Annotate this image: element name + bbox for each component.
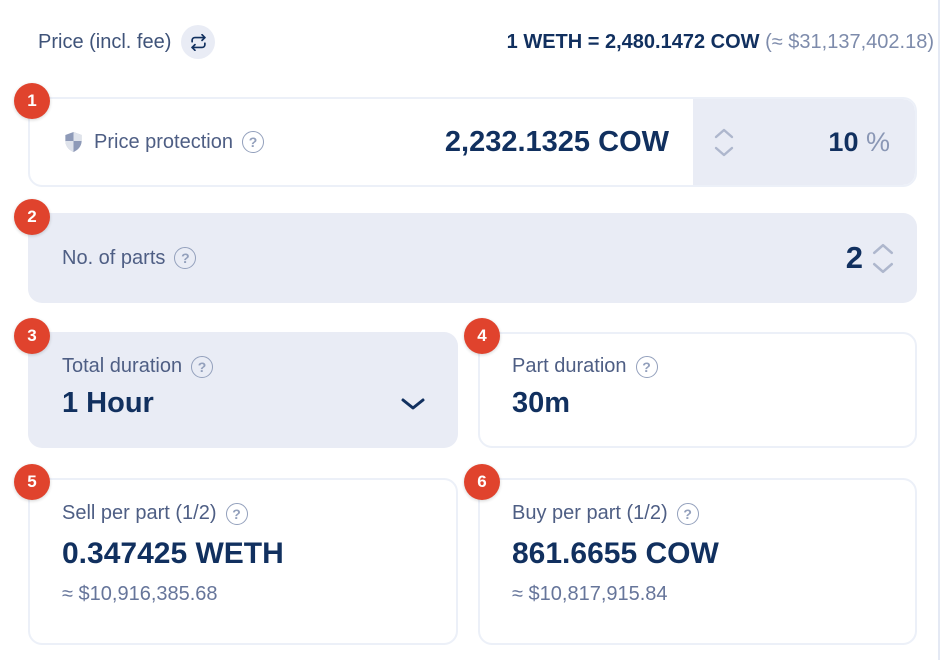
percent-number: 10: [828, 126, 859, 157]
percent-stepper-down-button[interactable]: [713, 146, 735, 157]
part-duration-value: 30m: [512, 387, 571, 419]
num-parts-help-icon[interactable]: ?: [174, 247, 197, 269]
swap-price-direction-button[interactable]: [181, 25, 216, 59]
step-badge-3: 3: [14, 318, 50, 354]
total-duration-value: 1 Hour: [62, 387, 154, 419]
buy-per-part-label: Buy per part (1/2): [512, 502, 668, 524]
price-row: Price (incl. fee) 1 WETH = 2,480.1472 CO…: [38, 23, 934, 61]
price-label: Price (incl. fee): [38, 30, 172, 53]
step-badge-6: 6: [464, 464, 500, 500]
part-duration-help-icon[interactable]: ?: [635, 355, 658, 378]
price-value: 1 WETH = 2,480.1472 COW: [506, 30, 760, 53]
part-duration-label: Part duration: [512, 355, 627, 377]
chevron-up-icon: [713, 128, 735, 139]
chevron-down-icon: [713, 146, 735, 157]
num-parts-card: No. of parts ? 2: [28, 213, 917, 303]
swap-arrows-icon: [190, 33, 207, 51]
panel-right-border: [938, 0, 940, 660]
sell-per-part-label-group: Sell per part (1/2) ?: [62, 502, 430, 525]
percent-stepper-section: 10 %: [693, 99, 915, 185]
step-badge-4: 4: [464, 318, 500, 354]
total-duration-value-row: 1 Hour: [62, 387, 426, 420]
total-duration-help-icon[interactable]: ?: [191, 355, 214, 378]
num-parts-value-input[interactable]: 2: [845, 240, 863, 275]
sell-per-part-card: Sell per part (1/2) ? 0.347425 WETH ≈ $1…: [28, 478, 458, 645]
chevron-down-icon: [871, 262, 895, 274]
shield-icon: [62, 129, 85, 155]
buy-per-part-help-icon[interactable]: ?: [676, 502, 699, 525]
buy-per-part-label-group: Buy per part (1/2) ?: [512, 502, 889, 525]
buy-per-part-value: 861.6655 COW: [512, 537, 719, 570]
num-parts-stepper-down-button[interactable]: [871, 262, 895, 274]
price-protection-help-icon[interactable]: ?: [241, 131, 264, 153]
percent-value-input[interactable]: 10 %: [735, 127, 890, 158]
step-badge-1: 1: [14, 83, 50, 119]
price-protection-label-group: Price protection ?: [30, 99, 264, 185]
part-duration-value-row: 30m: [512, 387, 885, 420]
sell-per-part-help-icon[interactable]: ?: [225, 502, 248, 525]
price-protection-card: Price protection ? 2,232.1325 COW 10: [28, 97, 917, 187]
num-parts-control: 2: [846, 240, 895, 276]
num-parts-stepper: [871, 243, 895, 274]
sell-per-part-value: 0.347425 WETH: [62, 537, 284, 570]
total-duration-card[interactable]: Total duration ? 1 Hour: [28, 332, 458, 448]
dropdown-chevron-icon: [400, 397, 426, 411]
chevron-up-icon: [871, 243, 895, 255]
price-protection-value-input[interactable]: 2,232.1325 COW: [444, 125, 669, 158]
total-duration-label: Total duration: [62, 355, 183, 377]
part-duration-label-group: Part duration ?: [512, 355, 885, 378]
buy-per-part-card: Buy per part (1/2) ? 861.6655 COW ≈ $10,…: [478, 478, 917, 645]
price-row-left: Price (incl. fee): [38, 25, 216, 59]
step-badge-5: 5: [14, 464, 50, 500]
num-parts-stepper-up-button[interactable]: [871, 243, 895, 255]
price-protection-label: Price protection: [94, 130, 233, 153]
price-fiat-value: (≈ $31,137,402.18): [765, 30, 934, 53]
num-parts-label: No. of parts: [62, 246, 166, 269]
num-parts-label-group: No. of parts ?: [62, 246, 197, 270]
percent-symbol: %: [865, 126, 890, 157]
sell-per-part-label: Sell per part (1/2): [62, 502, 217, 524]
percent-stepper: [713, 128, 735, 157]
total-duration-label-group: Total duration ?: [62, 355, 426, 378]
sell-per-part-fiat: ≈ $10,916,385.68: [62, 583, 218, 605]
price-display: 1 WETH = 2,480.1472 COW (≈ $31,137,402.1…: [507, 31, 934, 54]
buy-per-part-fiat: ≈ $10,817,915.84: [512, 583, 668, 605]
percent-stepper-up-button[interactable]: [713, 128, 735, 139]
step-badge-2: 2: [14, 199, 50, 235]
part-duration-card: Part duration ? 30m: [478, 332, 917, 448]
